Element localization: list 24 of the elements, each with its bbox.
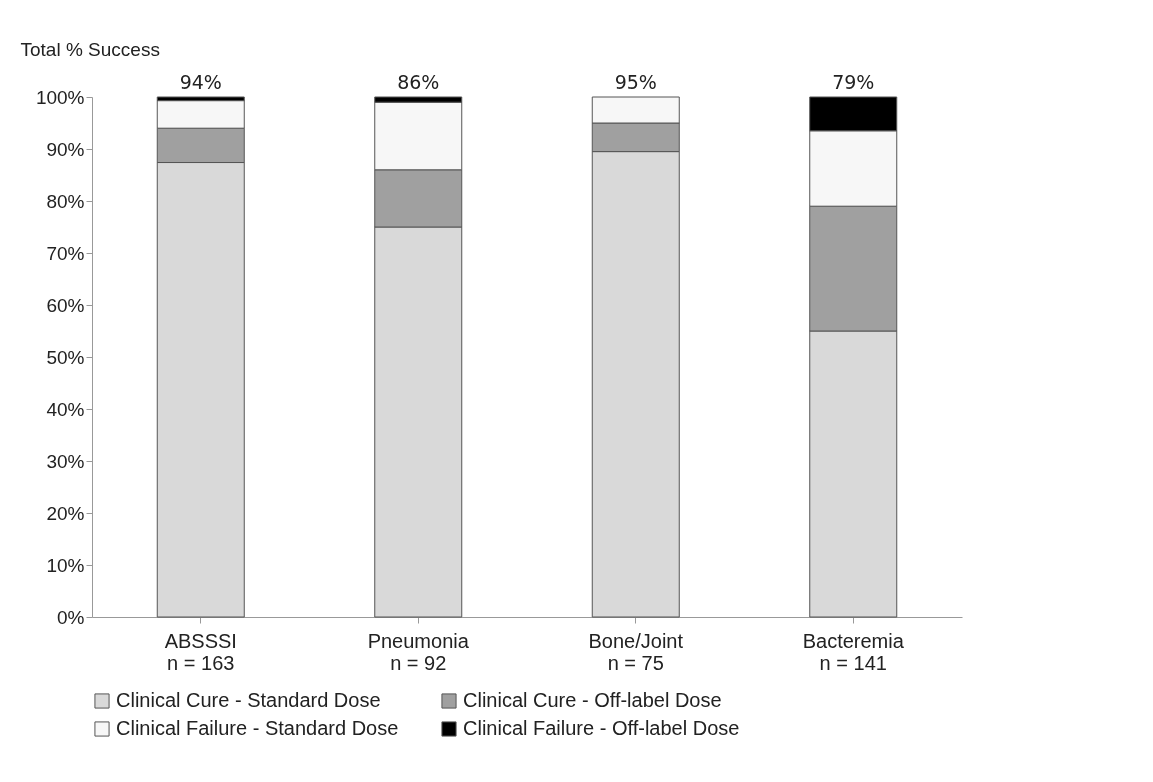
y-tick-label: 60%	[46, 294, 85, 316]
y-tick-label: 30%	[46, 450, 85, 472]
x-tick-label: Pneumonia n = 92	[367, 629, 470, 674]
y-tick-label: 90%	[46, 138, 85, 160]
y-tick-label: 40%	[46, 398, 85, 420]
x-tick-label: Bacteremia n = 141	[802, 629, 905, 674]
y-tick-label: 0%	[57, 606, 85, 628]
x-tick-label: ABSSSI n = 163	[164, 629, 237, 674]
y-tick-label: 70%	[46, 242, 85, 264]
legend-label: Clinical Failure - Standard Dose	[116, 717, 399, 739]
y-tick-label: 50%	[46, 346, 85, 368]
annotation: 86%	[397, 71, 440, 93]
annotation: 79%	[832, 71, 875, 93]
legend-label: Clinical Failure - Off-label Dose	[463, 717, 740, 739]
y-tick-label: 80%	[46, 190, 85, 212]
annotation: 95%	[614, 71, 657, 93]
y-tick-label: 10%	[46, 554, 85, 576]
y-tick-label: 20%	[46, 502, 85, 524]
x-tick-label: Bone/Joint n = 75	[588, 629, 684, 674]
annotation: 94%	[179, 71, 222, 93]
y-axis-title: Total % Success	[20, 38, 160, 60]
y-tick-label: 100%	[35, 86, 85, 108]
legend-label: Clinical Cure - Off-label Dose	[463, 689, 722, 711]
legend-label: Clinical Cure - Standard Dose	[116, 689, 381, 711]
